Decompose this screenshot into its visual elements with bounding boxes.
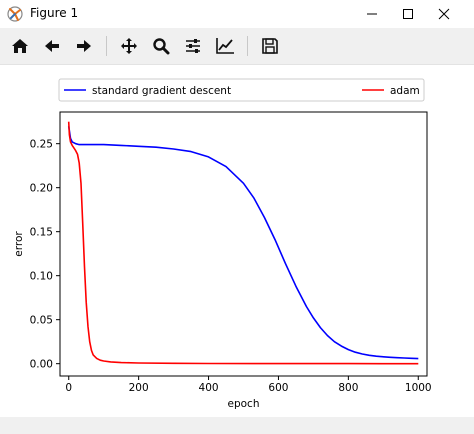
configure-subplots-button[interactable] [181,34,205,58]
maximize-icon [403,9,413,19]
pan-button[interactable] [117,34,141,58]
matplotlib-figure-icon [7,6,23,22]
y-tick-label: 0.05 [30,315,53,327]
home-icon [12,39,28,53]
x-tick-label: 1000 [405,382,432,394]
minimize-button[interactable] [354,0,390,28]
legend: standard gradient descent adam [58,78,425,102]
y-tick-label: 0.15 [30,227,53,239]
series-line-standard-gradient-descent [67,125,419,360]
pan-icon [121,38,137,54]
x-axis-label: epoch [228,398,260,410]
forward-button[interactable] [72,34,96,58]
y-axis-label: error [13,231,25,257]
navigation-toolbar [0,28,474,65]
window-title: Figure 1 [30,6,79,20]
legend-label-standard-gradient-descent: standard gradient descent [92,85,231,97]
y-tick-label: 0.20 [30,183,53,195]
home-button[interactable] [8,34,32,58]
close-icon [438,8,450,20]
y-tick-label: 0.25 [30,139,53,151]
save-button[interactable] [258,34,282,58]
x-tick-label: 800 [338,382,358,394]
toolbar-separator [247,36,248,56]
y-axis-ticks: 0.00 0.05 0.10 0.15 0.20 0.25 [30,139,60,371]
x-tick-label: 400 [199,382,219,394]
title-bar: Figure 1 [0,0,474,28]
series-lines [67,121,419,365]
status-bar [0,417,474,434]
back-button[interactable] [40,34,64,58]
x-tick-label: 600 [268,382,288,394]
configure-subplots-icon [186,39,200,53]
back-arrow-icon [45,40,59,52]
chart: standard gradient descent adam 0 200 400 60… [13,78,432,410]
forward-arrow-icon [77,40,91,52]
close-button[interactable] [426,0,462,28]
legend-box [58,78,425,102]
y-tick-label: 0.10 [30,271,53,283]
figure-canvas[interactable]: standard gradient descent adam 0 200 400 60… [0,65,474,417]
y-tick-label: 0.00 [30,359,53,371]
minimize-icon [367,13,377,15]
zoom-button[interactable] [149,34,173,58]
x-tick-label: 200 [129,382,149,394]
edit-axis-button[interactable] [213,34,237,58]
x-tick-label: 0 [65,382,72,394]
x-axis-ticks: 0 200 400 600 800 1000 [65,376,432,394]
axes-frame [59,111,428,377]
zoom-icon [153,38,170,55]
maximize-button[interactable] [390,0,426,28]
legend-label-adam: adam [390,85,420,97]
edit-axis-icon [216,38,234,54]
toolbar-separator [106,36,107,56]
save-icon [262,38,278,54]
series-line-adam [67,121,419,365]
